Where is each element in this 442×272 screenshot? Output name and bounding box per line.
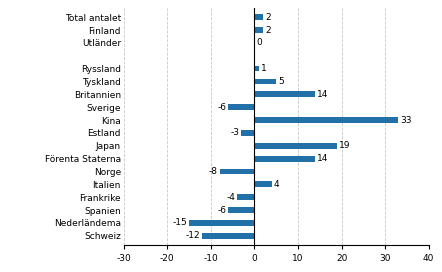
Text: 4: 4 (274, 180, 279, 189)
Text: 2: 2 (265, 26, 271, 35)
Bar (241, 130, 255, 136)
Bar (255, 27, 263, 33)
Text: -6: -6 (217, 206, 227, 215)
Bar (255, 14, 263, 20)
Text: 0: 0 (256, 38, 262, 47)
Text: -8: -8 (209, 167, 218, 176)
Text: 5: 5 (278, 77, 284, 86)
Text: -6: -6 (217, 103, 227, 112)
Bar (255, 66, 259, 72)
Text: 1: 1 (261, 64, 267, 73)
Bar (202, 233, 255, 239)
Bar (255, 91, 316, 97)
Bar (229, 207, 255, 213)
Bar (255, 156, 316, 162)
Text: 19: 19 (339, 141, 351, 150)
Bar (255, 117, 398, 123)
Bar (237, 194, 255, 200)
Bar (255, 143, 337, 149)
Text: 2: 2 (265, 13, 271, 22)
Text: 14: 14 (317, 90, 328, 99)
Text: -12: -12 (186, 231, 200, 240)
Text: -4: -4 (226, 193, 235, 202)
Bar (220, 169, 255, 174)
Text: -15: -15 (173, 218, 187, 227)
Text: -3: -3 (231, 128, 240, 137)
Bar (255, 181, 272, 187)
Bar (255, 79, 276, 84)
Bar (229, 104, 255, 110)
Text: 33: 33 (400, 116, 412, 125)
Bar (189, 220, 255, 226)
Text: 14: 14 (317, 154, 328, 163)
